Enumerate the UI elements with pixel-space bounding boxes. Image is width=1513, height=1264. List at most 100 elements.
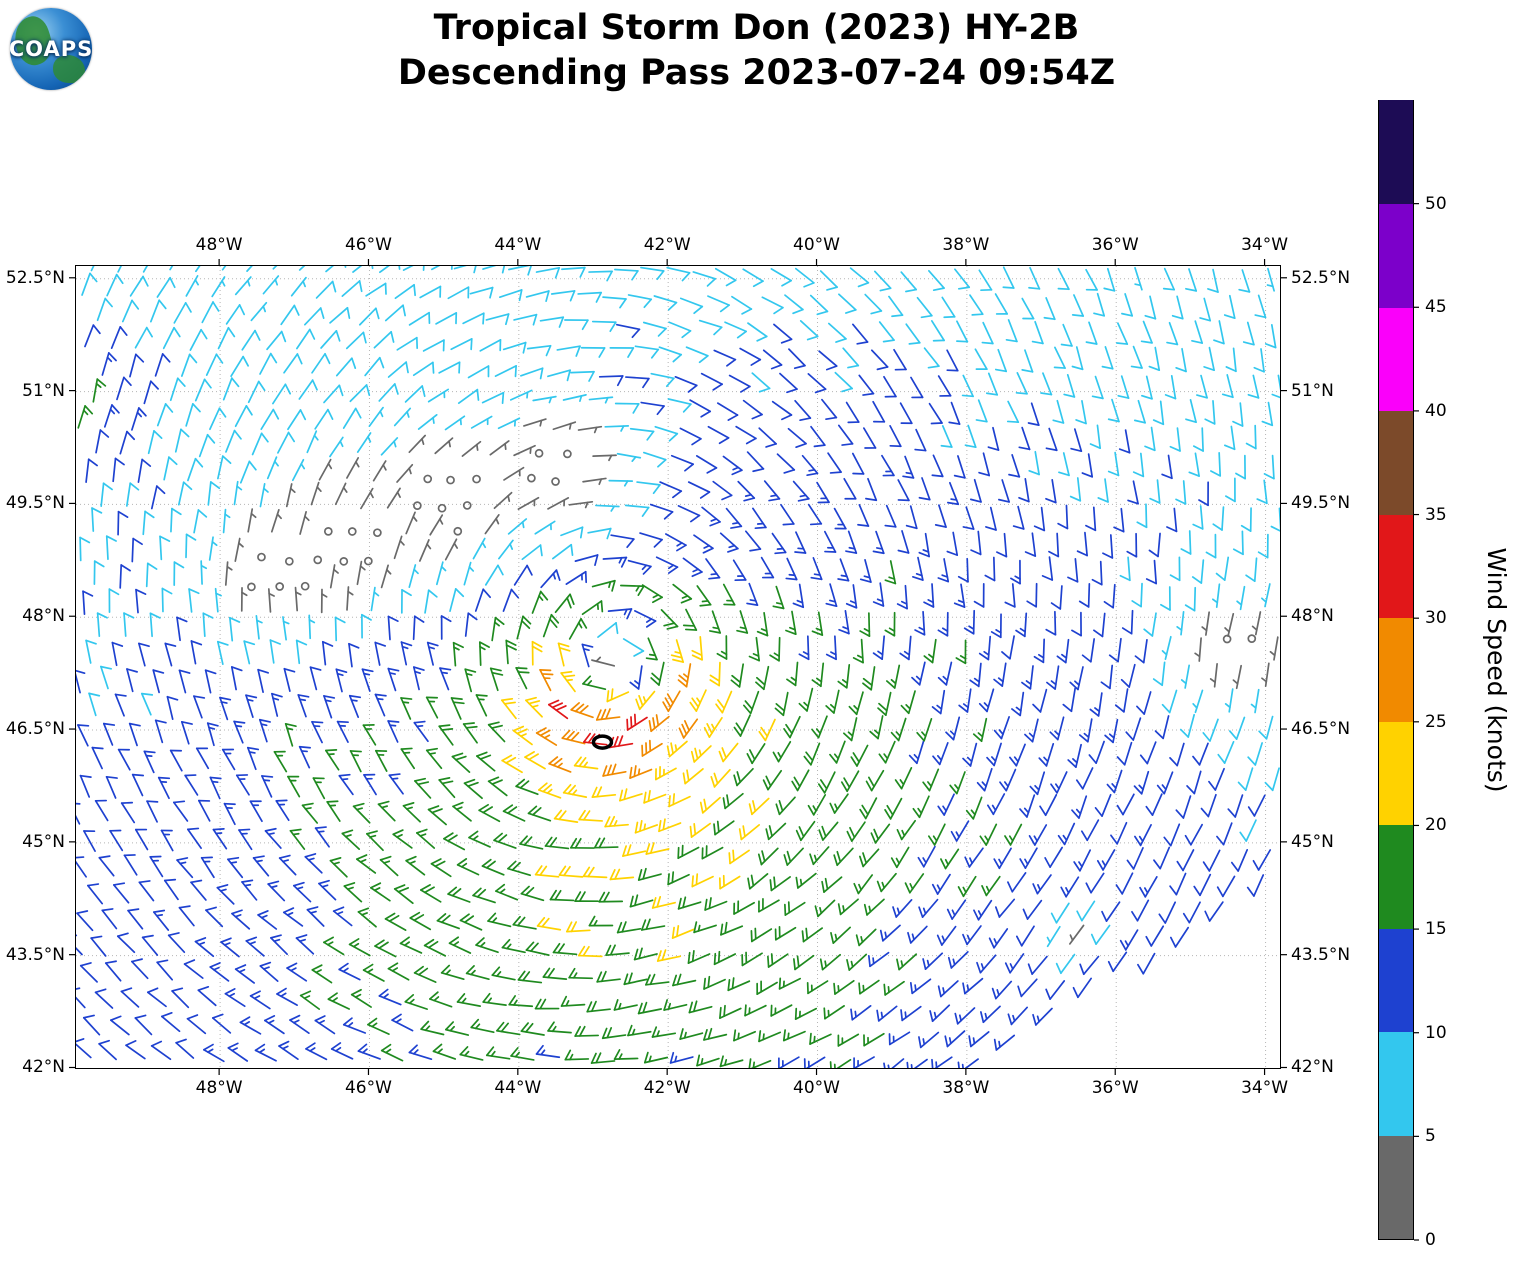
- wind-barb: [821, 876, 843, 893]
- wind-barb: [735, 425, 757, 445]
- wind-barb: [222, 377, 240, 401]
- wind-barb: [964, 847, 984, 868]
- wind-barb: [667, 871, 690, 886]
- wind-barb: [250, 301, 268, 322]
- wind-barb: [257, 668, 269, 693]
- wind-barb: [1060, 876, 1080, 898]
- wind-barb: [892, 899, 913, 918]
- wind-barb: [883, 375, 897, 398]
- wind-barb: [1116, 741, 1133, 766]
- wind-barb: [416, 828, 436, 849]
- wind-barb: [482, 266, 506, 274]
- wind-barb: [562, 783, 588, 798]
- wind-barb: [513, 313, 538, 326]
- wind-barb: [156, 403, 174, 427]
- wind-barb: [1018, 478, 1030, 503]
- wind-barb: [918, 898, 939, 918]
- wind-barb: [516, 615, 532, 640]
- wind-barb: [1058, 452, 1070, 477]
- wind-barb: [597, 622, 619, 638]
- wind-barb: [450, 697, 465, 720]
- wind-barb: [722, 792, 744, 810]
- wind-barb: [131, 773, 145, 797]
- wind-barb: [716, 635, 728, 660]
- wind-barb: [561, 266, 586, 278]
- wind-barb: [207, 481, 221, 506]
- wind-barb: [489, 667, 504, 692]
- wind-barb: [110, 326, 128, 350]
- wind-barb: [280, 304, 300, 326]
- wind-barb: [795, 872, 817, 889]
- wind-barb: [1044, 846, 1063, 868]
- wind-barb: [498, 539, 514, 560]
- wind-barb: [76, 1038, 92, 1059]
- wind-barb: [899, 635, 912, 661]
- wind-barb: [363, 773, 377, 796]
- wind-barb: [1113, 507, 1125, 533]
- wind-barb: [784, 901, 806, 916]
- wind-barb: [609, 868, 635, 881]
- wind-barb: [270, 508, 282, 533]
- wind-barb: [1238, 269, 1251, 293]
- wind-barb: [1194, 637, 1202, 662]
- wind-barb: [953, 583, 966, 608]
- wind-barb: [1132, 452, 1145, 478]
- wind-barb: [1046, 925, 1061, 948]
- wind-barb: [394, 283, 416, 300]
- wind-barb: [1071, 294, 1085, 317]
- wind-barb: [622, 638, 645, 657]
- wind-barb: [463, 561, 475, 586]
- wind-barb: [1169, 926, 1190, 948]
- wind-barb: [227, 1042, 249, 1062]
- wind-barb: [419, 285, 442, 299]
- wind-barb: [76, 669, 86, 694]
- wind-barb: [1016, 925, 1035, 947]
- wind-barb: [193, 695, 206, 719]
- wind-barb: [315, 280, 337, 299]
- wind-barb: [264, 827, 282, 849]
- wind-barb: [993, 847, 1012, 870]
- wind-barb: [1021, 349, 1034, 373]
- wind-barb: [350, 988, 372, 1008]
- wind-barb: [1010, 559, 1021, 585]
- wind-barb: [260, 408, 280, 431]
- wind-barb: [348, 938, 371, 957]
- wind-barb: [106, 273, 124, 297]
- wind-barb: [682, 768, 704, 785]
- wind-barb: [687, 950, 711, 964]
- wind-barb: [678, 718, 699, 739]
- wind-barb: [320, 588, 328, 614]
- wind-barb: [1269, 636, 1279, 661]
- wind-barb: [758, 718, 776, 742]
- wind-barb: [634, 345, 660, 359]
- wind-barb: [413, 965, 437, 983]
- wind-barb: [1213, 320, 1225, 345]
- wind-barb: [1264, 767, 1280, 792]
- wind-barb: [640, 401, 665, 416]
- wind-barb: [445, 1021, 470, 1036]
- wind-barb: [918, 477, 931, 501]
- wind-barb: [590, 1052, 616, 1064]
- wind-barb: [627, 559, 652, 575]
- wind-barb: [884, 504, 897, 528]
- wind-barb: [1143, 612, 1157, 637]
- wind-barb: [1175, 795, 1192, 819]
- wind-barb: [252, 855, 270, 877]
- wind-barb: [487, 912, 512, 928]
- wind-barb: [1038, 743, 1055, 767]
- wind-barb: [125, 482, 140, 507]
- wind-barb: [715, 690, 733, 714]
- wind-barb: [941, 296, 956, 319]
- wind-barb: [976, 954, 997, 974]
- wind-barb: [640, 266, 665, 281]
- wind-barb: [402, 802, 421, 823]
- wind-barb: [634, 610, 657, 628]
- wind-barb: [957, 1058, 979, 1068]
- colorbar-tick-label: 0: [1425, 1230, 1436, 1250]
- wind-barb: [154, 719, 167, 744]
- wind-barb: [1032, 874, 1052, 895]
- wind-barb: [986, 742, 1002, 767]
- wind-barb: [178, 905, 195, 927]
- wind-barb: [109, 829, 124, 852]
- wind-barb: [687, 481, 711, 499]
